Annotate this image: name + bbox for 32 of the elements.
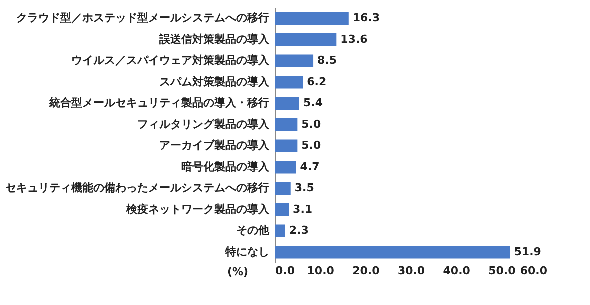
y-tick-label: 暗号化製品の導入 xyxy=(182,160,270,174)
y-tick-label: フィルタリング製品の導入 xyxy=(138,118,270,131)
data-label: 3.5 xyxy=(294,182,314,195)
x-tick-label: 20.0 xyxy=(352,264,380,278)
y-tick-label: その他 xyxy=(236,224,270,238)
y-tick-label: セキュリティ機能の備わったメールシステムへの移行 xyxy=(6,182,270,195)
y-tick-label: 統合型メールセキュリティ製品の導入・移行 xyxy=(48,96,270,110)
data-label: 5.4 xyxy=(303,96,324,110)
data-label: 51.9 xyxy=(514,245,542,258)
x-tick-label: 50.0 xyxy=(488,264,516,278)
data-label: 2.3 xyxy=(289,224,309,238)
x-tick-label: 30.0 xyxy=(398,264,426,278)
data-label: 3.1 xyxy=(293,202,313,216)
y-tick-label: 特になし xyxy=(224,245,270,258)
y-tick-label: アーカイブ製品の導入 xyxy=(160,139,270,152)
data-label: 8.5 xyxy=(318,54,338,68)
y-tick-label: クラウド型／ホステッド型メールシステムへの移行 xyxy=(16,12,270,25)
data-label: 5.0 xyxy=(302,139,322,152)
data-label: 6.2 xyxy=(307,75,327,88)
x-tick-label: 10.0 xyxy=(307,264,335,278)
x-tick-label: 60.0 xyxy=(520,264,548,278)
data-label: 5.0 xyxy=(302,118,322,131)
x-axis-title: (%) xyxy=(228,266,249,278)
x-tick-label: 40.0 xyxy=(443,264,471,278)
y-tick-label: 検疫ネットワーク製品の導入 xyxy=(126,202,270,216)
data-label: 16.3 xyxy=(352,12,380,25)
data-label: 4.7 xyxy=(300,160,320,174)
x-tick-label: 0.0 xyxy=(276,264,296,278)
y-tick-label: ウイルス／スパイウェア対策製品の導入 xyxy=(72,54,270,68)
y-tick-label: スパム対策製品の導入 xyxy=(160,75,270,88)
y-tick-label: 誤送信対策製品の導入 xyxy=(158,32,270,46)
data-label: 13.6 xyxy=(340,32,368,46)
